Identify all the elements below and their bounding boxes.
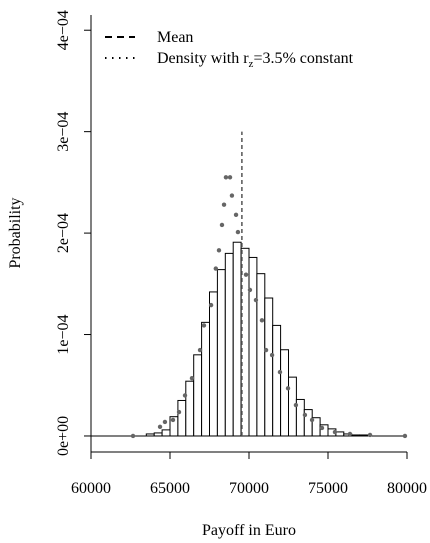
density-point (221, 202, 227, 207)
density-point (293, 402, 299, 408)
density-point (162, 419, 168, 425)
bar (248, 256, 258, 437)
density-point (367, 432, 373, 438)
x-tick-label: 75000 (308, 480, 348, 497)
y-tick-label: 4e−04 (55, 10, 72, 50)
density-point (130, 433, 136, 439)
density-point (277, 369, 283, 375)
density-point (182, 393, 188, 398)
density-point (332, 429, 338, 435)
density-point (347, 431, 353, 437)
density-point (235, 229, 241, 235)
density-point (319, 425, 325, 431)
y-axis-title: Probability (7, 197, 24, 268)
bar (216, 269, 226, 437)
density-point (285, 386, 291, 391)
density-point (229, 193, 235, 198)
legend-subscript: z (249, 58, 254, 70)
y-tick-label: 1e−04 (55, 314, 72, 354)
density-point (402, 433, 408, 439)
density-point (309, 417, 315, 423)
x-tick-label: 80000 (387, 480, 427, 497)
x-axis-title: Payoff in Euro (202, 522, 296, 539)
legend-text: Density with r (157, 50, 249, 67)
bar (185, 380, 195, 437)
bar (209, 291, 218, 437)
density-point (253, 297, 259, 303)
bar (201, 321, 211, 437)
density-point (208, 302, 214, 308)
bar (264, 297, 274, 437)
density-point (189, 375, 195, 381)
density-point (302, 412, 308, 418)
bar (232, 241, 242, 437)
density-point (197, 347, 203, 353)
density-point (213, 266, 219, 271)
x-tick-label: 70000 (229, 480, 269, 497)
bar (280, 349, 290, 437)
density-point (216, 248, 222, 253)
legend-density-label: Density with rz=3.5% constant (157, 50, 354, 70)
density-point (263, 347, 269, 353)
density-point (170, 417, 176, 423)
density-point (157, 424, 163, 430)
y-tick-label: 2e−04 (55, 213, 72, 253)
bar (256, 273, 266, 437)
density-point (243, 272, 249, 277)
density-point (223, 175, 229, 180)
y-tick-label: 3e−04 (55, 112, 72, 152)
density-point (269, 352, 275, 358)
bar (161, 429, 171, 437)
legend-text: =3.5% constant (253, 50, 353, 67)
density-point (219, 222, 225, 228)
density-point (227, 175, 233, 180)
density-point (233, 212, 239, 218)
density-point (259, 318, 265, 323)
bar (177, 399, 187, 437)
bar (193, 354, 203, 437)
density-point (247, 287, 253, 293)
density-point (176, 409, 182, 415)
legend-mean-label: Mean (157, 29, 193, 46)
bar (272, 324, 282, 437)
x-tick-label: 65000 (150, 480, 190, 497)
x-tick-label: 60000 (71, 480, 111, 497)
density-point (201, 323, 207, 328)
bar (224, 252, 234, 437)
y-tick-label: 0e+00 (55, 416, 72, 456)
